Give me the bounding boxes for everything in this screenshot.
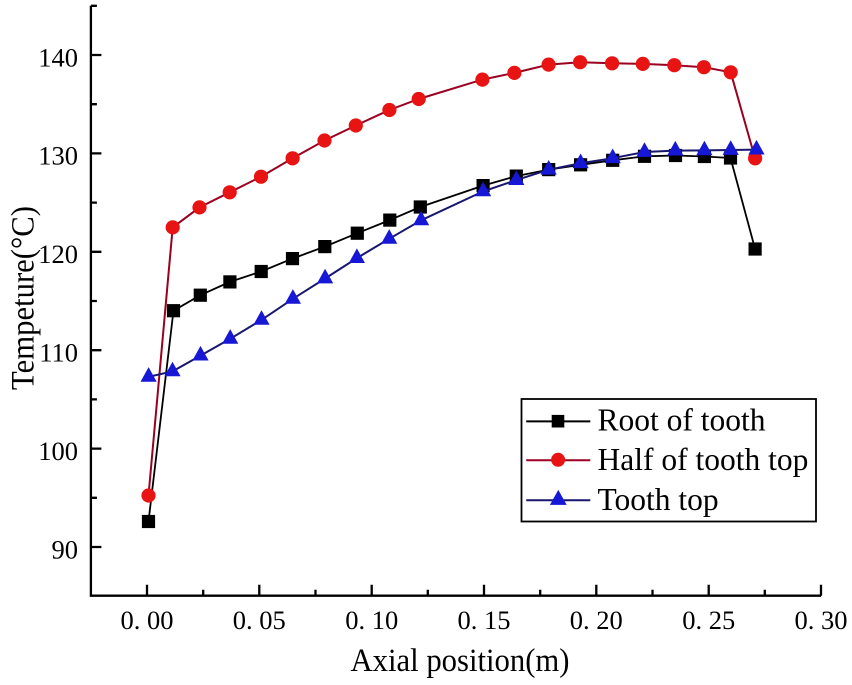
svg-text:0. 10: 0. 10 bbox=[345, 605, 398, 635]
svg-text:140: 140 bbox=[38, 42, 78, 72]
svg-text:100: 100 bbox=[38, 436, 78, 466]
svg-text:Half of tooth top: Half of tooth top bbox=[598, 442, 809, 477]
svg-text:Root of tooth: Root of tooth bbox=[598, 403, 766, 438]
svg-text:0. 05: 0. 05 bbox=[233, 605, 286, 635]
svg-text:0. 00: 0. 00 bbox=[121, 605, 174, 635]
svg-text:110: 110 bbox=[39, 338, 78, 368]
svg-text:Axial position(m): Axial position(m) bbox=[350, 642, 569, 678]
svg-text:0. 30: 0. 30 bbox=[795, 605, 848, 635]
svg-text:Tooth top: Tooth top bbox=[598, 482, 719, 517]
svg-text:0. 25: 0. 25 bbox=[682, 605, 735, 635]
svg-text:90: 90 bbox=[52, 534, 79, 564]
svg-text:130: 130 bbox=[38, 141, 78, 171]
svg-text:0. 20: 0. 20 bbox=[570, 605, 623, 635]
svg-text:Tempeture(°C): Tempeture(°C) bbox=[5, 206, 41, 390]
svg-text:0. 15: 0. 15 bbox=[458, 605, 511, 635]
svg-text:120: 120 bbox=[38, 239, 78, 269]
